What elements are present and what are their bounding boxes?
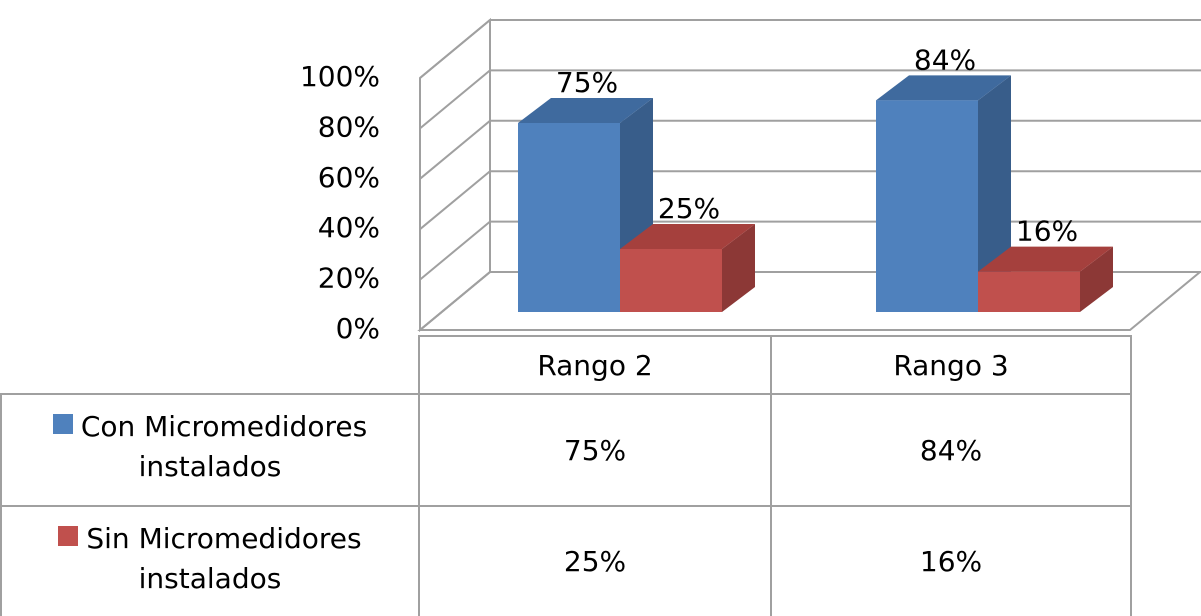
bar-side (722, 224, 755, 312)
bar-side (1080, 246, 1113, 312)
bar-top (620, 224, 755, 249)
y-tick-label: 20% (318, 262, 380, 295)
grid-line (419, 69, 1201, 130)
table-value: 16% (770, 505, 1132, 616)
table-value: 84% (770, 393, 1132, 507)
legend-label: Sin Micromedidores instalados (86, 522, 362, 595)
legend-swatch (58, 526, 79, 546)
bar (876, 100, 978, 312)
y-tick-label: 100% (300, 60, 380, 93)
y-tick-label: 0% (336, 312, 380, 345)
data-label: 16% (1016, 215, 1078, 248)
y-tick-label: 80% (318, 110, 380, 143)
table-value: 75% (418, 393, 772, 507)
bar (518, 123, 620, 312)
category-header: Rango 3 (770, 335, 1132, 395)
data-label: 75% (556, 66, 618, 99)
table-value: 25% (418, 505, 772, 616)
legend-label: Con Micromedidores instalados (80, 410, 368, 483)
y-tick-label: 60% (318, 161, 380, 194)
data-label: 84% (914, 43, 976, 76)
grid-line (419, 19, 1201, 79)
bar (620, 249, 722, 312)
bar-top (876, 75, 1011, 101)
bar (978, 271, 1080, 312)
legend-swatch (52, 414, 73, 434)
bar-top (978, 246, 1113, 272)
legend-cell: Sin Micromedidores instalados (0, 505, 420, 616)
bar-side (978, 75, 1011, 312)
legend-cell: Con Micromedidores instalados (0, 393, 420, 507)
y-tick-label: 40% (318, 211, 380, 244)
bar-top (518, 98, 653, 123)
category-header: Rango 2 (418, 335, 772, 395)
side-wall (419, 17, 491, 333)
data-label: 25% (658, 192, 720, 225)
